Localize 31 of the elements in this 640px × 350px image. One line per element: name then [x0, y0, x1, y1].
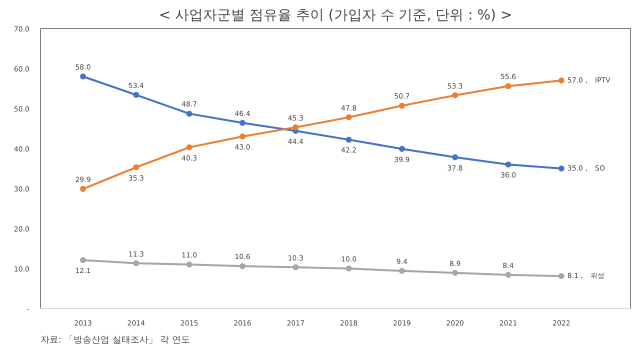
point — [186, 144, 192, 150]
point — [398, 146, 405, 152]
point — [505, 272, 512, 278]
point — [452, 270, 458, 276]
point — [292, 264, 299, 270]
point — [505, 162, 512, 168]
point — [558, 78, 564, 84]
point — [505, 83, 512, 90]
point — [452, 154, 458, 160]
point — [239, 120, 246, 126]
point — [133, 164, 140, 170]
point — [80, 186, 86, 192]
point — [398, 268, 405, 274]
point — [346, 136, 352, 143]
point — [80, 74, 86, 80]
chart-title: < 사업자군별 점유율 추이 (가입자 수 기준, 단위 : %) > — [158, 8, 512, 24]
point — [292, 124, 299, 130]
point — [398, 102, 405, 109]
point — [452, 92, 458, 98]
point — [346, 114, 352, 120]
point — [346, 266, 352, 272]
point — [239, 263, 246, 270]
point — [133, 92, 140, 98]
point — [186, 110, 192, 117]
point — [239, 134, 246, 140]
point — [186, 262, 192, 268]
point — [133, 260, 140, 266]
text: 자료: 「방송산업 실태조사」 각 연도 — [40, 334, 190, 346]
point — [80, 257, 86, 264]
point — [558, 166, 564, 172]
point — [558, 273, 564, 280]
